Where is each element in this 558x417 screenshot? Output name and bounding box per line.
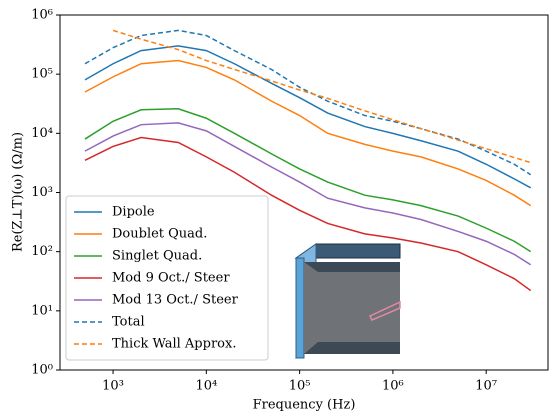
- legend-label: Dipole: [112, 205, 155, 220]
- series-line: [85, 61, 531, 206]
- legend-label: Mod 9 Oct./ Steer: [112, 271, 230, 286]
- inset-illustration: [296, 244, 400, 358]
- y-tick-label: 10⁶: [31, 8, 53, 23]
- x-tick-label: 10³: [102, 379, 124, 394]
- x-axis-label: Frequency (Hz): [253, 398, 356, 413]
- legend-label: Singlet Quad.: [112, 249, 202, 264]
- x-tick-label: 10⁵: [289, 379, 311, 394]
- box-inner-bottom: [304, 342, 400, 354]
- legend-label: Total: [112, 315, 145, 330]
- series-line: [85, 46, 531, 188]
- y-tick-label: 10⁰: [31, 363, 53, 378]
- y-tick-label: 10⁴: [31, 126, 53, 141]
- chart: Frequency (Hz) Re(Z⊥T)(ω) (Ω/m) Dipole Do…: [0, 0, 558, 413]
- y-tick-label: 10³: [31, 185, 53, 200]
- y-axis-label: Re(Z⊥T)(ω) (Ω/m): [11, 132, 26, 252]
- y-tick-label: 10¹: [31, 303, 53, 318]
- y-tick-label: 10²: [31, 244, 53, 259]
- legend-label: Doublet Quad.: [112, 227, 207, 242]
- legend: Dipole Doublet Quad. Singlet Quad. Mod 9 Oc…: [66, 196, 268, 360]
- box-inner-top: [304, 262, 400, 272]
- legend-label: Mod 13 Oct./ Steer: [112, 293, 239, 308]
- x-tick-label: 10⁴: [195, 379, 217, 394]
- y-tick-label: 10⁵: [31, 67, 53, 82]
- box-edge: [296, 258, 304, 358]
- legend-label: Thick Wall Approx.: [112, 337, 236, 352]
- x-tick-label: 10⁶: [382, 379, 404, 394]
- x-tick-label: 10⁷: [475, 379, 497, 394]
